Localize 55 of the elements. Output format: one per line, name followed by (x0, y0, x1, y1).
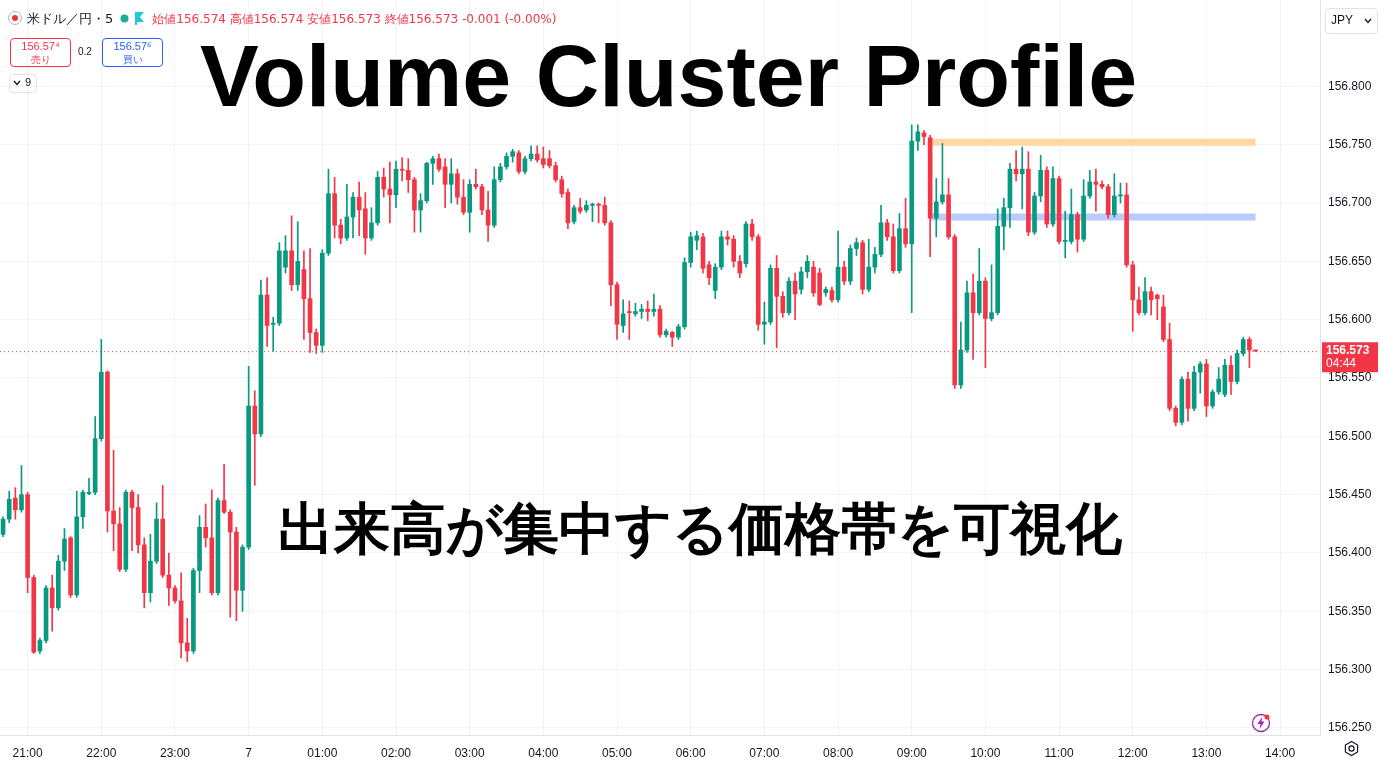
candlestick (626, 300, 632, 340)
y-tick-label: 156.700 (1328, 195, 1372, 210)
y-tick-label: 156.750 (1328, 136, 1372, 151)
x-tick-label: 10:00 (970, 745, 1001, 760)
x-tick-label: 23:00 (159, 745, 191, 760)
candlestick (1019, 146, 1025, 210)
y-tick-label: 156.450 (1328, 486, 1372, 501)
x-tick-label: 08:00 (823, 745, 854, 760)
candlestick (645, 300, 651, 322)
annotation: 始値156.574 高値156.574 安値156.573 終値156.573 -0.001 (-0.00%) (152, 11, 557, 28)
y-tick-label: 156.500 (1328, 428, 1372, 443)
annotation: 買い (121, 53, 144, 67)
text: JPY (1331, 13, 1354, 27)
text: 出来高が集中する価格帯を可視化 (278, 496, 1122, 561)
x-tick-label: 7 (245, 745, 253, 760)
y-tick-label: 156.300 (1328, 661, 1372, 676)
x-tick-label: 14:00 (1265, 745, 1296, 760)
candlestick (473, 168, 479, 190)
x-tick-label: 07:00 (749, 745, 780, 760)
x-tick-label: 09:00 (896, 745, 928, 760)
x-tick-label: 22:00 (86, 745, 117, 760)
x-tick-label: 05:00 (602, 745, 633, 760)
y-tick-label: 156.800 (1328, 78, 1372, 93)
x-tick-label: 04:00 (528, 745, 559, 760)
candlestick (448, 158, 454, 204)
x-tick-label: 01:00 (307, 745, 338, 760)
annotation: 米ドル／円・5 (27, 10, 114, 28)
annotation: 156.57⁶ (112, 40, 153, 52)
x-tick-label: 03:00 (454, 745, 486, 760)
y-tick-label: 156.250 (1328, 720, 1372, 735)
annotation: 9 (25, 76, 32, 88)
y-tick-label: 156.550 (1328, 370, 1372, 385)
x-tick-label: 11:00 (1044, 745, 1074, 760)
candlestick (270, 317, 276, 352)
annotation: 156.57⁴ (20, 40, 61, 52)
y-tick-label: 156.650 (1328, 253, 1372, 268)
candlestick (227, 509, 233, 618)
candlestick (430, 156, 436, 185)
annotation: 売り (29, 53, 52, 67)
candlestick (1154, 293, 1160, 320)
candlestick (184, 618, 190, 662)
chart-title: Volume Cluster Profile (200, 26, 1138, 125)
text: 04:44 (1326, 356, 1357, 371)
candlestick (1197, 361, 1203, 394)
x-tick-label: 06:00 (675, 745, 707, 760)
y-tick-label: 156.600 (1328, 311, 1372, 326)
candlestick (577, 198, 583, 214)
y-tick-label: 156.350 (1328, 603, 1372, 618)
x-tick-label: 02:00 (380, 745, 412, 760)
x-tick-label: 21:00 (12, 745, 43, 760)
annotation: 0.2 (78, 46, 92, 57)
x-tick-label: 12:00 (1117, 745, 1149, 760)
y-tick-label: 156.400 (1328, 545, 1372, 560)
ref-line-label: 156.573 (1326, 343, 1370, 358)
x-tick-label: 13:00 (1191, 745, 1222, 760)
